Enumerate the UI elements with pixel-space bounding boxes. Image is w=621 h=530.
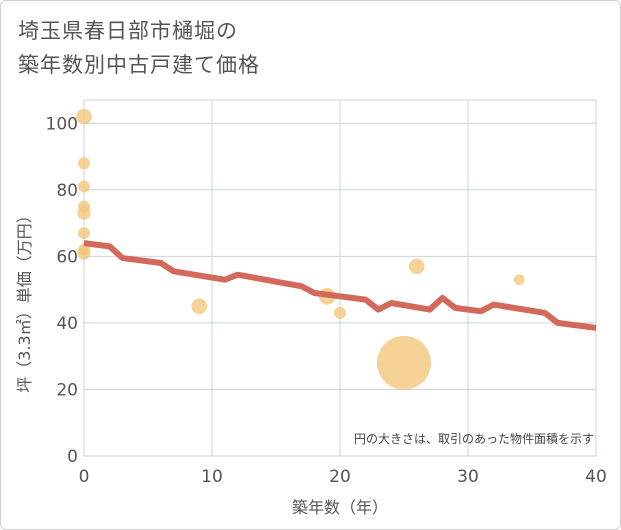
size-legend-note: 円の大きさは、取引のあった物件面積を示す [354,431,594,446]
scatter-point [77,246,91,260]
chart-title-line-1: 埼玉県春日部市樋堀の [18,19,238,43]
scatter-point [191,298,207,315]
chart-title-line-2: 築年数別中古戸建て価格 [18,53,260,77]
y-tick-label: 40 [56,314,78,334]
x-tick-label: 0 [79,467,90,487]
scatter-point [78,157,90,170]
scatter-point [78,180,90,193]
y-tick-label: 20 [56,380,78,400]
scatter-point [334,306,346,319]
y-axis-ticks: 0 20 40 60 80 100 [46,114,78,467]
x-tick-label: 40 [585,467,607,487]
x-tick-label: 30 [457,467,479,487]
x-axis-ticks: 0 10 20 30 40 [79,467,607,487]
y-tick-label: 0 [67,447,78,467]
scatter-point [409,258,425,275]
scatter-point [77,206,91,220]
x-tick-label: 20 [329,467,351,487]
grid-lines [84,100,596,456]
x-tick-label: 10 [201,467,223,487]
scatter-point [76,108,92,125]
y-axis-label: 坪（3.3㎡）単価（万円） [15,207,34,392]
y-tick-label: 80 [56,181,78,201]
scatter-point [513,274,525,286]
y-tick-label: 100 [46,114,78,134]
chart-title: 埼玉県春日部市樋堀の 築年数別中古戸建て価格 [18,14,260,82]
y-tick-label: 60 [56,247,78,267]
scatter-point [78,227,90,240]
scatter-point [377,335,431,390]
average-line-series [83,240,597,331]
x-axis-label: 築年数（年） [292,498,388,517]
average-price-line [83,240,597,331]
